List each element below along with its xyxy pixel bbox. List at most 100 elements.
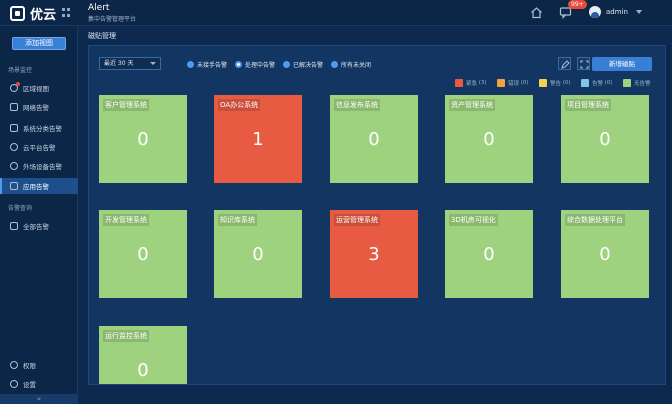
filter-resolved[interactable]: 已解决告警 [283,60,323,69]
device-icon [10,162,18,170]
filter-label: 已解决告警 [293,62,324,69]
radio-icon [187,61,194,68]
radio-checked-icon [235,61,242,68]
tile-name: 运行监控系统 [103,330,149,342]
sidebar-item-cloud[interactable]: 云平台告警 [0,139,78,155]
tile[interactable]: 3D机房可视化 0 [445,210,533,298]
filter-processing[interactable]: 处理中告警 [235,60,275,69]
radio-icon [283,61,290,68]
tile-count: 0 [368,129,380,150]
system-icon [10,124,18,132]
tile[interactable]: 信息发布系统 0 [330,95,418,183]
menu-toggle-icon[interactable] [62,8,70,17]
filter-unclaimed[interactable]: 未接手告警 [187,60,227,69]
tile-name: 开发管理系统 [103,214,149,226]
sidebar-item-settings[interactable]: 设置 [0,376,78,392]
tile-count: 0 [599,129,611,150]
collapse-sidebar-button[interactable]: « [0,394,78,404]
filter-label: 未接手告警 [197,62,228,69]
username[interactable]: admin [606,8,628,16]
sidebar-item-label: 区域视图 [23,85,49,93]
sidebar-item-system[interactable]: 系统分类告警 [0,120,78,136]
sidebar-item-label: 云平台告警 [23,144,56,152]
tile-name: 资产管理系统 [449,99,495,111]
add-view-button[interactable]: 添加视图 [12,37,66,50]
logo-text: 优云 [30,7,57,23]
tile[interactable]: 运行监控系统 0 [99,326,187,384]
map-icon [10,82,20,92]
network-icon [10,103,18,111]
sidebar-item-app[interactable]: 应用告警 [0,178,78,194]
scrollbar[interactable] [666,45,670,385]
legend-label: 错误 [508,81,520,87]
tile[interactable]: OA办公系统 1 [214,95,302,183]
home-icon[interactable] [530,6,543,19]
filter-all-open[interactable]: 所有未关闭 [331,60,371,69]
legend-count: (0) [562,80,571,86]
legend-label: 告警 [592,81,604,87]
sidebar-item-all-alerts[interactable]: 全部告警 [0,218,78,234]
legend-none: 无告警 [623,79,651,87]
avatar[interactable] [589,6,601,18]
tile[interactable]: 开发管理系统 0 [99,210,187,298]
tile[interactable]: 项目管理系统 0 [561,95,649,183]
logo-icon [10,5,25,21]
tile-count: 0 [137,244,149,265]
gear-icon [10,380,18,388]
tile-count: 1 [252,129,264,150]
tile-name: 客户管理系统 [103,99,149,111]
sidebar-item-label: 网络告警 [23,104,49,112]
legend-warning: 警告 (0) [539,79,571,87]
tile-count: 0 [483,129,495,150]
tile-name: 知识库系统 [218,214,257,226]
edit-button[interactable] [558,57,571,70]
list-icon [10,222,18,230]
app-title: Alert [88,3,110,13]
sidebar-item-label: 系统分类告警 [23,125,62,133]
filter-label: 处理中告警 [245,62,276,69]
legend-label: 无告警 [634,81,651,87]
sidebar-item-label: 应用告警 [23,183,49,191]
sidebar-item-label: 全部告警 [23,223,49,231]
legend-swatch [455,79,463,87]
sidebar-item-label: 权限 [23,362,36,370]
logo[interactable]: 优云 [10,4,57,23]
message-badge: 99+ [568,0,587,9]
legend-label: 警告 [550,81,562,87]
legend-swatch [497,79,505,87]
tile-count: 0 [137,129,149,150]
new-tile-button[interactable]: 新增磁贴 [592,57,652,71]
tile-count: 0 [137,360,149,381]
filter-label: 所有未关闭 [341,62,372,69]
sidebar-item-region[interactable]: 区域视图 [0,80,78,96]
fullscreen-icon [580,60,589,69]
tile-name: 信息发布系统 [334,99,380,111]
sidebar-item-network[interactable]: 网络告警 [0,99,78,115]
legend-label: 紧急 [466,81,478,87]
tile-count: 0 [252,244,264,265]
sidebar-item-label: 外场设备告警 [23,163,62,171]
tile[interactable]: 知识库系统 0 [214,210,302,298]
legend-critical: 紧急 (3) [455,79,487,87]
sidebar-item-device[interactable]: 外场设备告警 [0,158,78,174]
legend-count: (3) [478,80,487,86]
message-icon[interactable] [559,6,572,19]
sidebar-item-permissions[interactable]: 权限 [0,357,78,373]
sidebar-item-label: 设置 [23,381,36,389]
tile-count: 0 [599,244,611,265]
tile[interactable]: 资产管理系统 0 [445,95,533,183]
tile-name: 3D机房可视化 [449,214,498,226]
legend-error: 错误 (0) [497,79,529,87]
tile[interactable]: 综合数据处理平台 0 [561,210,649,298]
tile-name: 运营管理系统 [334,214,380,226]
tile-count: 3 [368,244,380,265]
chevron-down-icon[interactable] [636,10,642,14]
legend-count: (0) [604,80,613,86]
tile[interactable]: 客户管理系统 0 [99,95,187,183]
tile[interactable]: 运营管理系统 3 [330,210,418,298]
section-label-query: 告警查询 [8,205,33,212]
fullscreen-button[interactable] [577,57,590,70]
time-range-select[interactable]: 最近 30 天 [99,57,161,70]
legend-swatch [581,79,589,87]
tile-count: 0 [483,244,495,265]
